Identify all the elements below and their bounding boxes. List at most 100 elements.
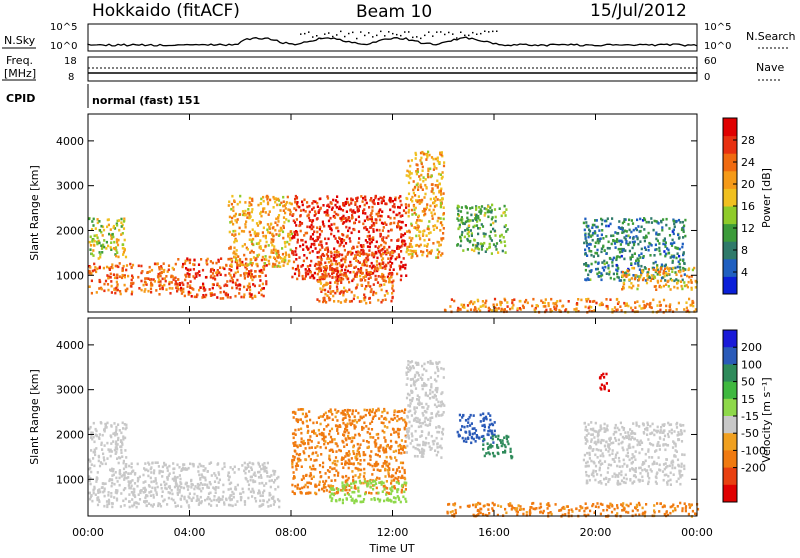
colorbar-swatch [723,276,737,294]
echo-cell-2 [390,433,392,436]
echo-cell-8 [548,305,550,308]
echo-cell-7 [505,251,507,254]
echo-cell-4 [344,249,346,252]
echo-cell-9 [597,238,599,241]
echo-cell-1 [105,424,107,427]
echo-cell-2 [335,450,337,453]
echo-cell-7 [475,245,477,248]
echo-cell-6 [415,207,417,210]
echo-cell-0 [115,471,117,474]
echo-cell-5 [379,285,381,288]
echo-cell-0 [221,468,223,471]
echo-cell-0 [251,495,253,498]
echo-cell-4 [416,407,418,410]
echo-cell-3 [255,235,257,238]
echo-cell-9 [679,266,681,269]
echo-cell-4 [393,268,395,271]
echo-cell-0 [197,486,199,489]
echo-cell-5 [320,282,322,285]
echo-cell-6 [418,234,420,237]
echo-cell-3 [260,247,262,250]
echo-cell-2 [401,439,403,442]
echo-cell-5 [392,284,394,287]
echo-cell-2 [318,483,320,486]
echo-cell-1 [94,240,96,243]
echo-cell-0 [166,503,168,506]
echo-cell-0 [214,474,216,477]
echo-cell-2 [389,456,391,459]
echo-cell-9 [673,280,675,283]
echo-cell-0 [94,266,96,269]
echo-cell-0 [139,476,141,479]
echo-cell-6 [416,228,418,231]
echo-cell-2 [220,297,222,300]
echo-cell-2 [291,484,293,487]
echo-cell-3 [250,234,252,237]
echo-cell-4 [314,214,316,217]
echo-cell-8 [499,302,501,305]
echo-cell-1 [110,238,112,241]
echo-cell-3 [260,203,262,206]
echo-cell-2 [359,443,361,446]
echo-cell-2 [349,422,351,425]
echo-cell-0 [198,503,200,506]
echo-cell-4 [385,242,387,245]
echo-cell-4 [399,195,401,198]
echo-cell-9 [678,255,680,258]
echo-cell-5 [323,275,325,278]
echo-cell-9 [611,243,613,246]
echo-cell-5 [391,281,393,284]
echo-cell-3 [245,226,247,229]
echo-cell-8 [683,308,685,311]
echo-cell-3 [390,493,392,496]
echo-cell-4 [295,224,297,227]
echo-cell-4 [295,195,297,198]
echo-cell-2 [328,433,330,436]
echo-cell-4 [330,251,332,254]
echo-cell-9 [682,267,684,270]
echo-cell-8 [550,298,552,301]
echo-cell-5 [331,272,333,275]
echo-cell-2 [321,488,323,491]
echo-cell-0 [122,500,124,503]
echo-cell-3 [262,256,264,259]
echo-cell-2 [405,488,407,491]
echo-cell-6 [433,168,435,171]
echo-cell-2 [307,443,309,446]
echo-cell-4 [381,200,383,203]
echo-cell-0 [96,477,98,480]
echo-cell-1 [89,248,91,251]
echo-cell-0 [89,285,91,288]
echo-cell-0 [266,501,268,504]
echo-cell-6 [426,156,428,159]
echo-cell-0 [270,504,272,507]
echo-cell-6 [431,187,433,190]
echo-cell-8 [678,302,680,305]
echo-cell-3 [231,233,233,236]
echo-cell-4 [306,257,308,260]
echo-cell-5 [362,252,364,255]
echo-cell-6 [432,242,434,245]
echo-cell-2 [263,295,265,298]
echo-cell-3 [398,482,400,485]
echo-cell-4 [291,237,293,240]
echo-cell-7 [483,232,485,235]
echo-cell-4 [327,204,329,207]
echo-cell-9 [585,240,587,243]
echo-cell-2 [359,463,361,466]
echo-cell-0 [177,505,179,508]
echo-cell-2 [386,456,388,459]
echo-cell-7 [504,245,506,248]
echo-cell-4 [411,425,413,428]
echo-cell-0 [140,265,142,268]
echo-cell-2 [388,475,390,478]
echo-cell-4 [389,197,391,200]
echo-cell-8 [665,305,667,308]
echo-cell-2 [294,429,296,432]
echo-cell-10 [688,267,690,270]
echo-cell-2 [308,482,310,485]
echo-cell-0 [208,503,210,506]
echo-cell-8 [523,307,525,310]
echo-cell-8 [532,298,534,301]
echo-cell-8 [630,307,632,310]
